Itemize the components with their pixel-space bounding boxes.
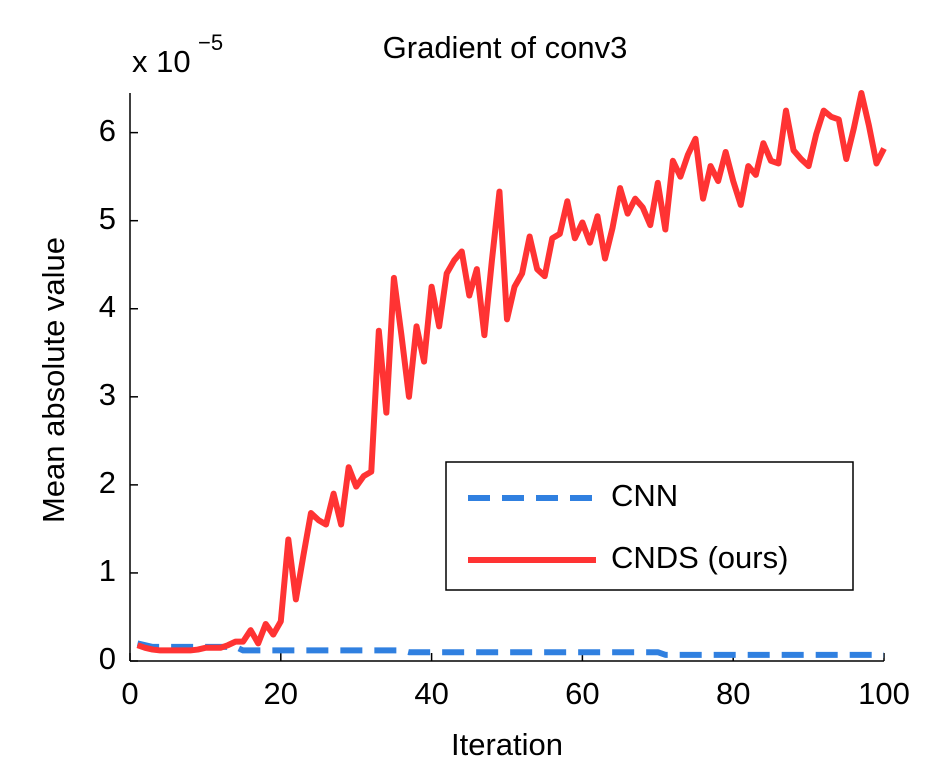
series-line (136, 640, 884, 658)
x-tick-label: 60 (565, 676, 599, 711)
y-axis-label: Mean absolute value (36, 237, 71, 523)
legend-box (445, 461, 854, 591)
series-line (136, 90, 887, 654)
x-tick-label: 20 (264, 676, 298, 711)
y-tick-label: 3 (99, 377, 116, 412)
legend-label: CNN (611, 478, 678, 513)
y-tick-label: 1 (99, 553, 116, 588)
x-tick-label: 0 (121, 676, 138, 711)
y-multiplier: x 10 (132, 44, 191, 79)
x-tick-label: 80 (716, 676, 750, 711)
y-tick-label: 5 (99, 201, 116, 236)
chart-title: Gradient of conv3 (383, 30, 628, 65)
x-tick-label: 100 (858, 676, 910, 711)
y-tick-label: 0 (99, 641, 116, 676)
y-tick-label: 2 (99, 465, 116, 500)
y-multiplier-exponent: −5 (198, 30, 223, 55)
x-tick-label: 40 (414, 676, 448, 711)
x-axis-label: Iteration (451, 727, 563, 762)
legend-label: CNDS (ours) (611, 540, 788, 575)
y-tick-label: 4 (99, 289, 116, 324)
y-tick-label: 6 (99, 113, 116, 148)
